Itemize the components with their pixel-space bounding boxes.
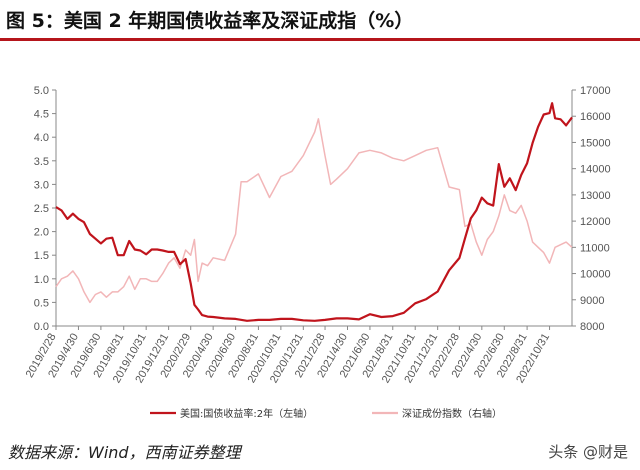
y-left-tick-label: 3.0 (34, 179, 49, 191)
y-right-tick-label: 12000 (580, 216, 611, 228)
y-right-tick-label: 10000 (580, 269, 611, 281)
y-right-tick-label: 16000 (580, 111, 611, 123)
y-left-tick-label: 4.5 (34, 109, 49, 121)
series-line-us-2y-yield (55, 102, 573, 322)
y-left-tick-label: 0.5 (34, 297, 49, 309)
title-divider (0, 38, 640, 41)
y-right-tick-label: 9000 (580, 295, 604, 307)
y-left-tick-label: 0.0 (34, 321, 49, 333)
y-right-tick-label: 15000 (580, 137, 611, 149)
y-right-tick-label: 17000 (580, 85, 611, 97)
legend-item-szse-index-label: 深证成份指数（右轴） (402, 407, 502, 420)
y-left-tick-label: 2.0 (34, 227, 49, 239)
series-line-szse-component-index (55, 118, 573, 304)
dual-axis-line-chart: 0.0 0.5 1.0 1.5 2.0 2.5 3.0 3.5 4.0 4.5 5.0 8000 900… (24, 85, 611, 420)
legend-item-us-2y-yield-label: 美国:国债收益率:2年（左轴） (180, 407, 313, 420)
y-right-tick-label: 14000 (580, 164, 611, 176)
y-left-tick-label: 5.0 (34, 85, 49, 97)
source-note: 数据来源：Wind，西南证券整理 (8, 443, 241, 462)
y-right-tick-label: 11000 (580, 242, 610, 254)
figure-title: 图 5：美国 2 年期国债收益率及深证成指（%） (6, 10, 414, 32)
y-left-tick-label: 1.0 (34, 274, 49, 286)
y-left-tick-label: 4.0 (34, 132, 49, 144)
y-left-tick-label: 3.5 (34, 156, 49, 168)
y-left-tick-label: 1.5 (34, 250, 49, 262)
y-right-tick-label: 8000 (580, 321, 604, 333)
watermark-text: 头条 @财是 (548, 443, 628, 461)
y-left-tick-label: 2.5 (34, 203, 49, 215)
y-right-tick-label: 13000 (580, 190, 611, 202)
